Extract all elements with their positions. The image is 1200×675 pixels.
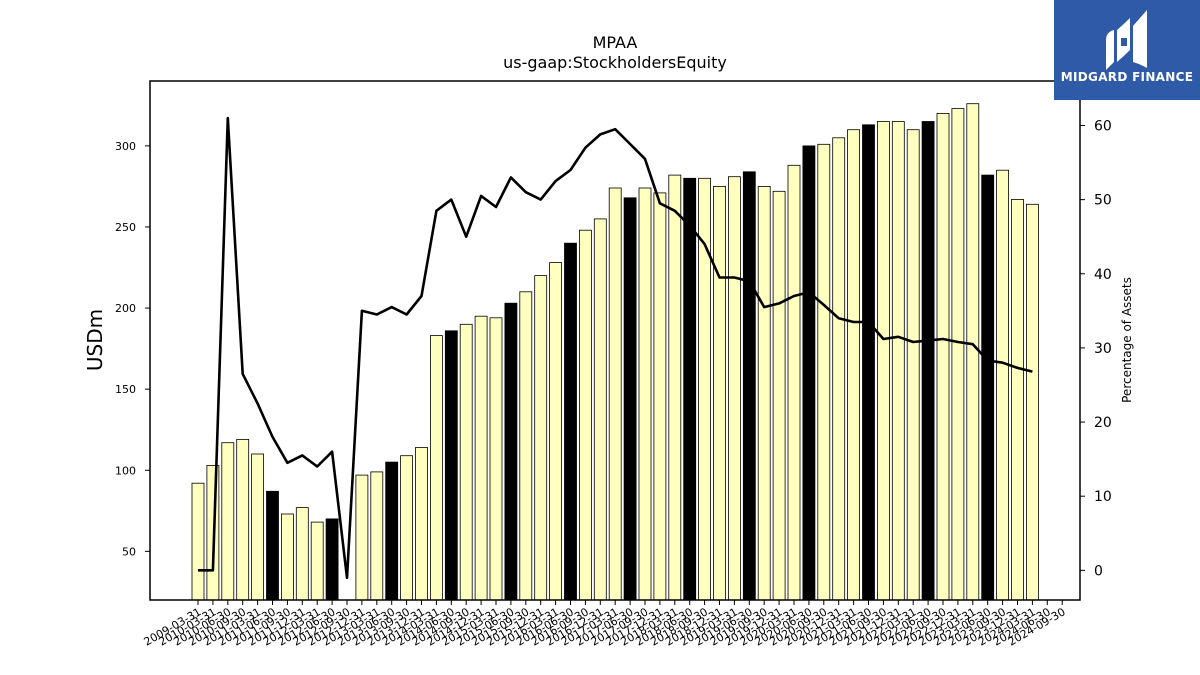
bar-2012-09-30 [400,455,414,601]
logo: MIDGARD FINANCE [1054,0,1200,100]
bar-2012-03-31 [370,471,384,601]
y-tick-label: 50 [122,545,136,558]
y2-tick-label: 30 [1094,341,1112,357]
bar-2017-03-31 [668,174,682,601]
bar-2020-12-31 [891,121,905,601]
bar-2012-12-31 [415,447,428,601]
bar-2016-12-31 [653,192,667,601]
chart-title: MPAA [593,33,638,52]
y2-tick-label: 60 [1094,118,1112,134]
bar-2023-03-31 [1026,203,1039,601]
y-tick-label: 150 [115,383,136,396]
bar-2013-09-30 [459,323,473,601]
midgard-logo-icon [1106,10,1147,70]
bar-2011-03-31 [310,521,324,601]
bar-2011-12-31 [355,474,369,601]
bar-2018-06-30 [742,171,756,601]
bar-2017-12-31 [713,185,726,601]
y2-axis-ticks: 0 10 20 30 40 50 60 [1080,118,1112,579]
y2-tick-label: 50 [1094,193,1112,209]
y-tick-label: 300 [115,140,136,153]
bar-2011-06-30 [325,518,339,601]
logo-text: MIDGARD FINANCE [1061,70,1193,84]
bar-2020-06-30 [862,124,875,601]
bar-2014-12-31 [534,275,548,601]
bar-2014-09-30 [519,291,533,601]
bar-2022-12-31 [1011,198,1024,601]
bar-2016-06-30 [623,197,637,601]
bar-2022-09-30 [996,169,1009,601]
bar-2018-12-31 [772,190,786,601]
y2-tick-label: 40 [1094,267,1112,283]
bar-2020-09-30 [877,121,890,601]
bar-2013-12-31 [474,315,488,601]
chart-subtitle: us-gaap:StockholdersEquity [503,53,727,72]
bar-2010-03-31 [251,453,265,601]
bar-series [191,103,1039,601]
bar-2018-03-31 [728,176,741,601]
bar-2017-09-30 [698,177,711,601]
bar-2015-12-31 [593,218,607,601]
bar-2012-06-30 [385,461,399,601]
y-tick-label: 100 [115,464,136,477]
bar-2021-06-30 [921,121,935,601]
bar-2009-09-30 [221,442,235,601]
bar-2014-06-30 [504,302,518,601]
y2-tick-label: 0 [1094,563,1103,579]
bar-2020-03-31 [847,129,860,601]
bar-2009-12-31 [236,438,250,601]
y-axis-label: USDm [83,309,107,371]
y2-tick-label: 20 [1094,415,1112,431]
bar-2015-09-30 [579,229,592,601]
bar-2014-03-31 [489,317,503,601]
bar-2009-03-31 [191,482,205,601]
bar-2022-06-30 [981,174,995,601]
bar-2017-06-30 [683,177,697,601]
bar-2022-03-31 [966,103,980,601]
y-axis-ticks: 50 100 150 200 250 300 [115,140,150,558]
y-tick-label: 200 [115,302,136,315]
plot-frame [149,80,1081,601]
bar-2021-12-31 [951,108,965,601]
bar-2016-03-31 [608,187,622,601]
bar-2015-06-30 [564,242,577,601]
bar-2016-09-30 [638,187,652,601]
bar-2019-12-31 [832,137,846,601]
bar-2019-09-30 [817,143,831,601]
bar-2019-06-30 [802,145,816,601]
bar-2021-03-31 [906,129,920,601]
bar-2013-06-30 [444,330,458,601]
y2-tick-label: 10 [1094,489,1112,505]
bar-2018-09-30 [757,185,771,601]
bar-2010-12-31 [295,507,309,601]
line-series [198,116,1033,580]
percentage-of-assets-line [198,116,1033,580]
y2-axis-label: Percentage of Assets [1120,277,1134,403]
y-tick-label: 250 [115,221,136,234]
bar-2010-09-30 [280,513,294,601]
bar-2021-09-30 [936,113,950,601]
bar-2013-03-31 [429,335,443,601]
bar-2019-03-31 [787,164,801,601]
bar-2010-06-30 [266,490,279,601]
bar-2015-03-31 [549,262,562,601]
x-axis-ticks: 2009-03-312010-03-312010-06-302010-09-30… [142,600,1068,649]
